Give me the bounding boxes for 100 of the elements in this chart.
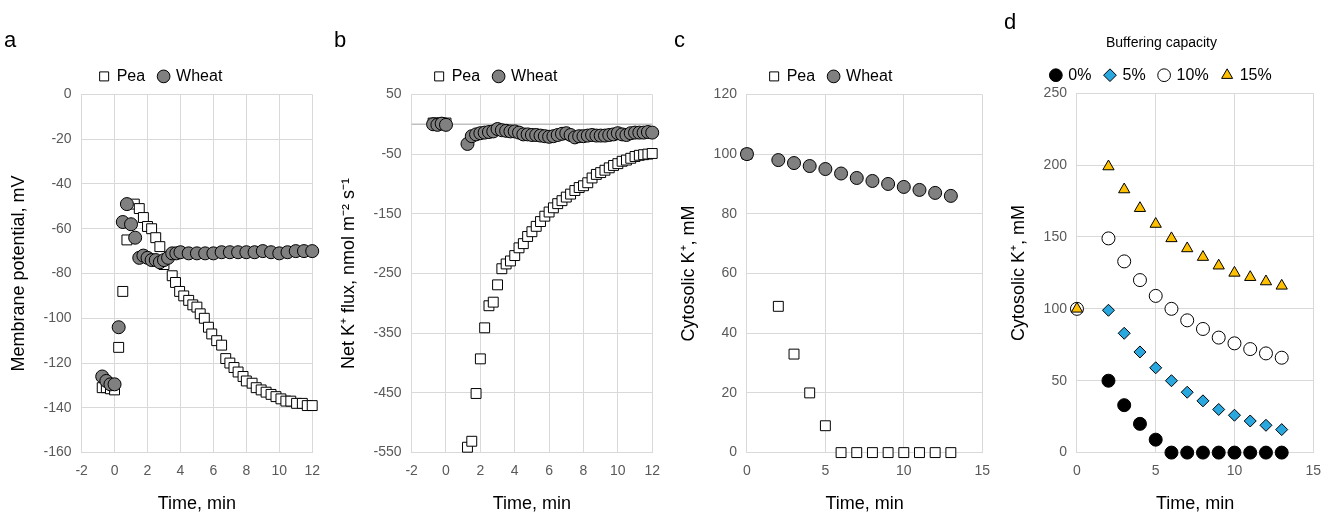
point [1259,274,1273,286]
point [170,277,181,288]
legend-label: 5% [1122,65,1146,83]
x-tick-label: 8 [242,461,251,478]
point [787,156,802,171]
y-tick-label: -20 [51,130,72,147]
point [1117,326,1131,340]
point [646,148,658,159]
point [119,197,134,212]
y-tick-label: -40 [51,174,72,191]
point [1243,342,1258,357]
legend-label: Pea [451,66,481,84]
x-tick-label: 0 [110,461,119,478]
y-tick-label: 40 [721,324,738,341]
point [835,447,847,459]
y-axis-title: Net K⁺ flux, nmol m⁻² s⁻¹ [337,177,358,370]
x-tick-label: 10 [1226,461,1243,478]
point [802,159,817,174]
y-tick-label: 250 [1043,84,1068,101]
chart-title: d [1004,9,1017,35]
x-tick-label: 15 [974,461,991,478]
y-tick-label: 50 [386,85,402,102]
chart-title: c [674,27,685,53]
point [1243,414,1257,428]
x-axis-title: Time, min [825,493,904,514]
point [1258,346,1273,361]
point [111,320,126,335]
point [1244,270,1257,281]
x-tick-label: -2 [75,461,89,478]
point [1274,350,1289,365]
point [1164,445,1179,460]
point [198,312,210,324]
point [1117,254,1132,269]
y-tick-label: -150 [373,204,402,221]
legend-label: Wheat [846,66,893,84]
point [1101,231,1116,246]
point [1180,445,1195,460]
x-tick-label: 6 [209,461,218,478]
point [929,447,941,459]
point [1102,159,1115,171]
point [818,162,833,177]
y-tick-label: 50 [1051,371,1068,388]
point [479,322,491,334]
legend-label: 15% [1239,65,1272,83]
point [1132,416,1147,431]
x-tick-label: 2 [143,461,152,478]
x-tick-label: 10 [271,461,288,478]
x-tick-label: 0 [442,461,451,478]
point [1211,445,1226,460]
point [492,279,503,291]
y-tick-label: 0 [63,85,72,102]
point [1148,288,1163,303]
chart-title: b [334,27,347,53]
y-tick-label: -100 [43,309,72,326]
point [1212,258,1225,270]
legend-label: Wheat [176,66,223,84]
point [928,185,943,200]
y-axis-title: Cytosolic K⁺, mM [1007,204,1028,341]
point [645,125,660,140]
x-tick-label: 10 [610,461,626,478]
point [1118,182,1131,194]
y-tick-label: 0 [729,443,738,460]
y-tick-label: 60 [721,264,738,281]
x-tick-label: 15 [1305,461,1322,478]
point [1133,345,1147,359]
x-tick-label: 0 [743,461,752,478]
chart-title: a [4,27,17,53]
y-tick-label: 100 [713,144,738,161]
y-tick-label: -120 [43,353,72,370]
point [851,447,863,459]
legend-label: Pea [116,66,146,84]
x-tick-label: 12 [304,461,321,478]
y-tick-label: -550 [373,443,402,460]
point [1212,402,1226,416]
x-tick-label: 6 [545,461,554,478]
point [896,179,911,194]
point [912,182,927,197]
point [865,173,880,188]
y-tick-label: -160 [43,443,72,460]
y-tick-label: 150 [1043,227,1068,244]
point [1195,321,1210,336]
point [1132,273,1147,288]
point [1165,231,1178,243]
y-tick-label: -50 [381,144,402,161]
point [117,285,129,297]
x-tick-label: 2 [476,461,485,478]
x-tick-label: 5 [1151,461,1160,478]
y-tick-label: -250 [373,264,402,281]
point [1101,303,1115,317]
y-tick-label: 120 [713,85,738,102]
point [1228,265,1241,277]
y-tick-label: -60 [51,219,72,236]
point [128,230,143,245]
y-tick-label: 20 [721,383,738,400]
point [1274,445,1289,460]
point [113,341,125,353]
point [137,212,149,223]
x-tick-label: 10 [896,461,912,478]
point [470,388,482,399]
point [1149,361,1163,375]
